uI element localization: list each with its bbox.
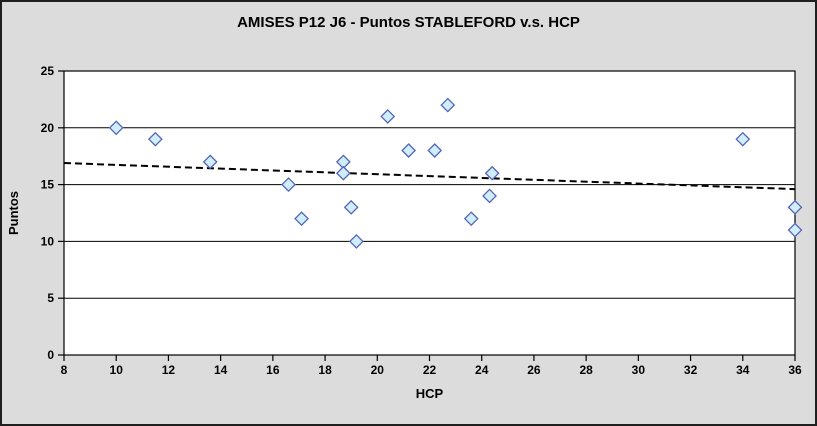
y-axis-title: Puntos <box>6 191 21 235</box>
y-tick-label: 25 <box>41 64 55 78</box>
y-tick-label: 15 <box>41 178 55 192</box>
x-tick-label: 8 <box>61 363 68 377</box>
y-tick-label: 20 <box>41 121 55 135</box>
data-point-marker <box>147 131 163 147</box>
data-point-marker <box>343 199 359 215</box>
data-point-marker <box>735 131 751 147</box>
data-point-marker <box>484 165 500 181</box>
trendline <box>63 162 796 191</box>
x-tick-label: 28 <box>579 363 593 377</box>
x-tick-label: 26 <box>527 363 541 377</box>
data-point-marker <box>202 154 218 170</box>
data-point-marker <box>787 222 803 238</box>
x-tick-label: 36 <box>788 363 802 377</box>
data-point-marker <box>108 120 124 136</box>
data-point-marker <box>401 143 417 158</box>
x-tick-label: 14 <box>214 363 228 377</box>
data-point-marker <box>427 143 443 158</box>
y-tick-label: 10 <box>41 234 55 248</box>
x-tick-label: 34 <box>736 363 750 377</box>
data-point-marker <box>294 211 309 227</box>
data-point-marker <box>440 97 456 113</box>
data-point-marker <box>463 211 479 227</box>
data-point-marker <box>348 233 364 249</box>
x-tick-label: 18 <box>318 363 332 377</box>
x-tick-label: 30 <box>632 363 646 377</box>
y-tick-label: 5 <box>47 291 54 305</box>
x-tick-label: 10 <box>110 363 124 377</box>
data-point-marker <box>281 177 296 193</box>
x-tick-label: 20 <box>371 363 385 377</box>
x-axis-title: HCP <box>416 386 444 401</box>
chart-title: AMISES P12 J6 - Puntos STABLEFORD v.s. H… <box>237 14 580 31</box>
x-tick-label: 12 <box>162 363 176 377</box>
y-tick-label: 0 <box>47 348 54 362</box>
x-tick-label: 22 <box>423 363 437 377</box>
x-tick-label: 32 <box>684 363 698 377</box>
x-tick-label: 24 <box>475 363 489 377</box>
data-point-marker <box>482 188 497 204</box>
plot-area <box>63 70 796 356</box>
data-point-marker <box>380 109 396 124</box>
data-point-marker <box>787 199 803 215</box>
data-point-marker <box>335 165 351 181</box>
x-tick-label: 16 <box>266 363 280 377</box>
